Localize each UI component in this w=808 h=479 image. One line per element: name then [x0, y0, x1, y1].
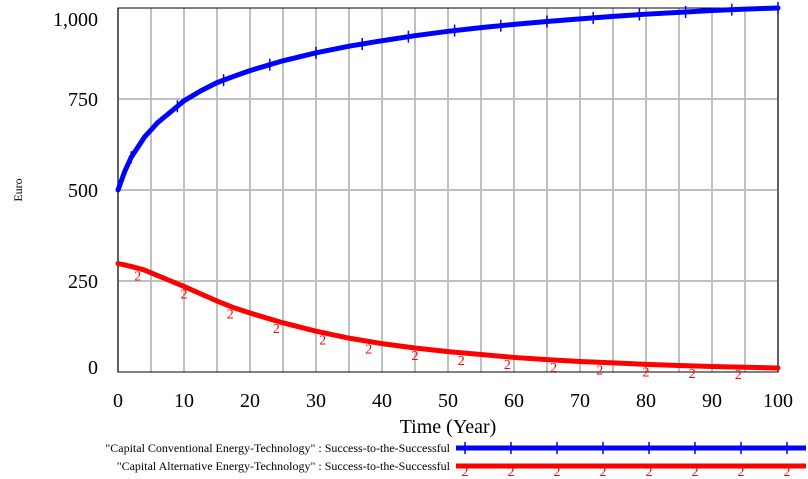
legend-label-2: "Capital Alternative Energy-Technology" …	[117, 459, 451, 473]
x-tick-label: 90	[702, 390, 722, 412]
legend-marker-2: 2	[646, 465, 653, 479]
x-tick-label: 20	[240, 390, 260, 412]
series-marker-2: 2	[596, 363, 603, 378]
x-tick-label: 60	[504, 390, 524, 412]
x-tick-label: 0	[113, 390, 123, 412]
y-tick-label: 750	[68, 89, 98, 111]
x-tick-label: 10	[174, 390, 194, 412]
x-tick-label: 70	[570, 390, 590, 412]
y-tick-label: 1,000	[53, 9, 98, 31]
series-marker-2: 2	[550, 361, 557, 376]
grid	[117, 8, 779, 372]
legend-marker-2: 2	[692, 465, 699, 479]
x-tick-label: 100	[763, 390, 793, 412]
legend-marker-2: 2	[784, 465, 791, 479]
x-tick-label: 80	[636, 390, 656, 412]
legend-marker-2: 2	[462, 465, 469, 479]
series-marker-2: 2	[134, 269, 141, 284]
series-marker-2: 2	[319, 334, 326, 349]
legend-marker-2: 2	[600, 465, 607, 479]
series-line-1	[115, 5, 781, 193]
x-tick-label: 50	[438, 390, 458, 412]
legend-marker-2: 2	[554, 465, 561, 479]
x-axis-ticks: 0 10 20 30 40 50 60 70 80 90 100	[113, 390, 793, 412]
series-lines: 2 2 2 2 2 2 2 2 2 2 2 2 2 2	[115, 2, 781, 383]
y-axis-ticks: 0 250 500 750 1,000	[53, 9, 98, 379]
legend-marker-2: 2	[508, 465, 515, 479]
x-tick-label: 40	[372, 390, 392, 412]
series-line-2	[115, 261, 781, 371]
series-marker-2: 2	[365, 342, 372, 357]
series-marker-2: 2	[689, 367, 696, 382]
legend-marker-2: 2	[738, 465, 745, 479]
legend-label-1: "Capital Conventional Energy-Technology"…	[105, 441, 450, 455]
x-axis-label: Time (Year)	[400, 416, 497, 438]
y-tick-label: 0	[88, 357, 98, 379]
legend: "Capital Conventional Energy-Technology"…	[105, 441, 806, 479]
series-marker-2: 2	[643, 365, 650, 380]
series-marker-2: 2	[504, 358, 511, 373]
series-marker-2: 2	[181, 287, 188, 302]
x-tick-label: 30	[306, 390, 326, 412]
y-tick-label: 250	[68, 271, 98, 293]
series-marker-2: 2	[458, 354, 465, 369]
series-marker-2: 2	[735, 368, 742, 383]
series-marker-2: 2	[273, 322, 280, 337]
series-marker-2: 2	[412, 349, 419, 364]
y-axis-label: Euro	[11, 178, 25, 201]
y-tick-label: 500	[68, 180, 98, 202]
series-marker-2: 2	[227, 307, 234, 322]
